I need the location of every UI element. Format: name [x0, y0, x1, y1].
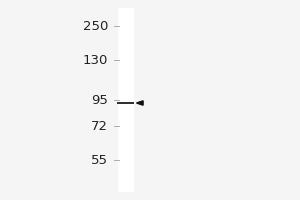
Text: 130: 130	[82, 53, 108, 66]
Text: 72: 72	[91, 119, 108, 132]
Bar	[118, 8, 134, 192]
Text: 95: 95	[91, 94, 108, 106]
Text: 55: 55	[91, 154, 108, 166]
Bar	[117, 102, 134, 104]
Text: 250: 250	[82, 20, 108, 32]
Polygon shape	[136, 101, 143, 105]
